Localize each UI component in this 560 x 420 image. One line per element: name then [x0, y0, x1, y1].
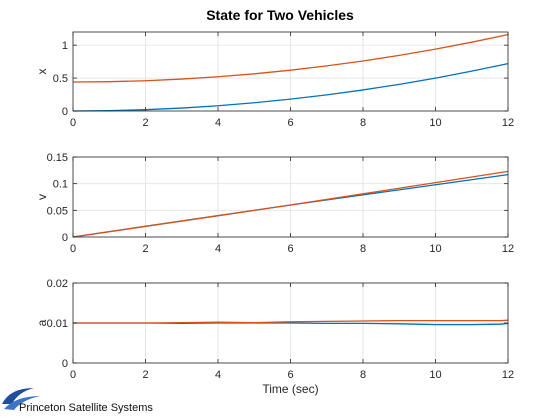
y-tick-label: 0: [62, 232, 68, 244]
subplots: 0 2 4 6 8 10 12 0 0.5 1 x 0 2 4 6 8 10 12 0 0.05 0.1 0.15 v 0 2 4…: [35, 31, 514, 396]
x-tick-label: 8: [360, 243, 366, 255]
y-axis-label: a: [35, 319, 49, 326]
y-tick-label: 0: [62, 358, 68, 370]
x-tick-label: 2: [142, 369, 148, 381]
company-logo: Princeton Satellite Systems: [2, 388, 153, 414]
y-tick-label: 0.02: [47, 278, 68, 290]
x-tick-label: 6: [287, 369, 293, 381]
x-tick-label: 10: [429, 369, 441, 381]
logo-text: Princeton Satellite Systems: [19, 402, 153, 414]
x-tick-label: 0: [70, 369, 76, 381]
subplot-3: 0 2 4 6 8 10 12 0 0.01 0.02 a Time (sec): [35, 278, 514, 396]
x-tick-label: 8: [360, 117, 366, 129]
x-tick-label: 4: [215, 369, 221, 381]
x-axis-label: Time (sec): [262, 382, 318, 396]
x-tick-label: 6: [287, 117, 293, 129]
series-line-2: [72, 170, 509, 238]
subplot-2: 0 2 4 6 8 10 12 0 0.05 0.1 0.15 v: [35, 152, 514, 255]
x-tick-label: 12: [502, 369, 514, 381]
series-line-2: [72, 33, 509, 83]
x-tick-label: 10: [429, 243, 441, 255]
y-axis-label: x: [35, 69, 49, 75]
y-tick-label: 0.05: [47, 205, 68, 217]
y-tick-label: 0: [62, 106, 68, 118]
x-tick-label: 12: [502, 243, 514, 255]
figure-title: State for Two Vehicles: [206, 7, 354, 23]
x-tick-label: 4: [215, 117, 221, 129]
y-tick-label: 1: [62, 40, 68, 52]
x-tick-label: 4: [215, 243, 221, 255]
x-tick-label: 2: [142, 243, 148, 255]
x-tick-label: 12: [502, 117, 514, 129]
series-line-2: [73, 319, 509, 324]
x-tick-label: 2: [142, 117, 148, 129]
x-tick-label: 10: [429, 117, 441, 129]
y-axis-label: v: [35, 194, 49, 200]
x-tick-label: 0: [70, 117, 76, 129]
y-tick-label: 0.15: [47, 152, 68, 164]
x-tick-label: 8: [360, 369, 366, 381]
x-tick-label: 6: [287, 243, 293, 255]
subplot-1: 0 2 4 6 8 10 12 0 0.5 1 x: [35, 31, 514, 129]
x-tick-label: 0: [70, 243, 76, 255]
y-tick-label: 0.01: [47, 318, 68, 330]
y-tick-label: 0.1: [53, 179, 68, 191]
y-tick-label: 0.5: [53, 73, 68, 85]
logo-swoosh-icon: [2, 388, 40, 410]
